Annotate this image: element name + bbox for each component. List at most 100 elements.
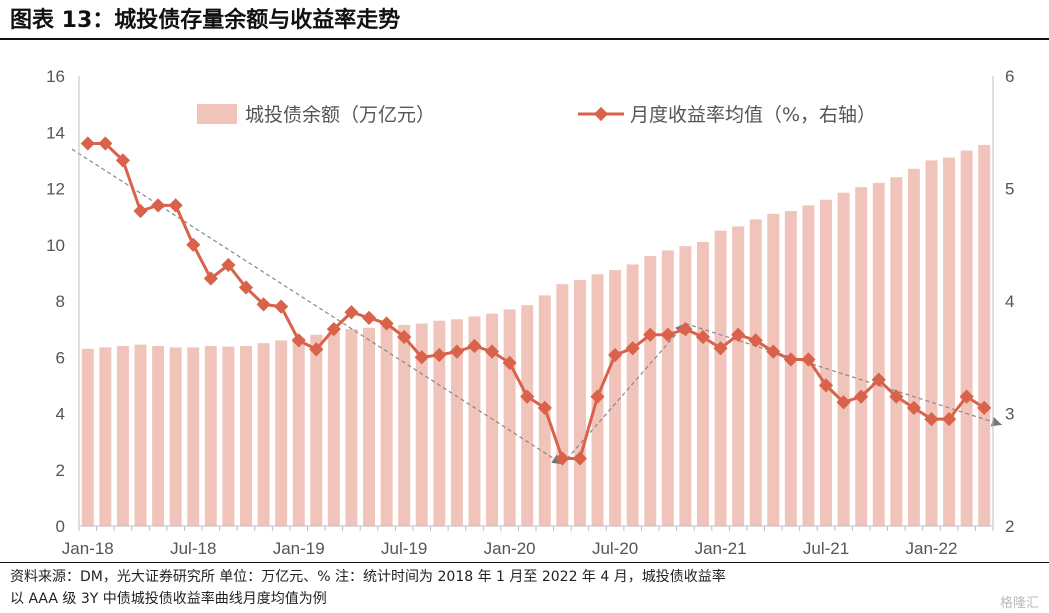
trend-line-segment <box>685 322 1002 426</box>
balance-bar <box>204 346 217 526</box>
x-tick-label: Jan-22 <box>905 539 957 558</box>
legend-bar-swatch <box>197 104 237 124</box>
yield-point <box>133 203 148 219</box>
yield-point <box>537 400 552 415</box>
balance-bar <box>609 270 622 526</box>
y-right-tick-label: 3 <box>1005 405 1014 424</box>
balance-bar <box>468 316 481 526</box>
y-left-tick-label: 0 <box>56 517 65 536</box>
balance-bar <box>240 346 252 526</box>
trend-line-segment <box>561 323 686 465</box>
yield-point <box>801 352 816 367</box>
yield-point <box>555 451 570 466</box>
yield-point <box>344 305 359 320</box>
balance-bar <box>345 329 358 526</box>
balance-bar <box>257 343 270 526</box>
y-left-tick-label: 6 <box>56 348 65 367</box>
y-right-tick-label: 5 <box>1005 180 1014 199</box>
yield-point <box>379 316 394 331</box>
balance-bar <box>310 334 323 526</box>
balance-bar <box>292 337 305 526</box>
balance-bar <box>116 346 129 526</box>
x-tick-label: Jul-19 <box>381 539 427 558</box>
balance-bar <box>855 187 868 526</box>
balance-bar <box>573 279 586 526</box>
yield-point <box>854 389 869 404</box>
yield-point <box>238 280 254 295</box>
balance-bar <box>644 256 657 526</box>
balance-bar <box>960 150 973 526</box>
yield-point <box>449 344 464 359</box>
balance-bar <box>503 309 516 526</box>
yield-point <box>941 412 957 427</box>
yield-point <box>660 327 675 342</box>
yield-point <box>889 389 904 404</box>
balance-bar <box>837 192 850 526</box>
balance-bar <box>275 340 288 526</box>
yield-point <box>748 333 763 348</box>
figure-title: 图表 13：城投债存量余额与收益率走势 <box>10 8 401 33</box>
balance-bar <box>767 213 780 526</box>
balance-bar <box>222 346 235 526</box>
trend-arrowhead <box>990 416 1002 427</box>
balance-bar <box>697 241 709 526</box>
yield-point <box>397 329 412 345</box>
yield-point <box>274 299 289 314</box>
y-left-tick-label: 2 <box>56 461 65 480</box>
balance-bar <box>486 313 499 526</box>
balance-bar <box>978 144 991 526</box>
yield-point <box>695 329 711 345</box>
yield-point <box>871 372 886 387</box>
balance-bar <box>749 219 762 526</box>
yield-point <box>906 400 921 415</box>
title-rule <box>0 38 1049 40</box>
yield-point <box>414 350 429 365</box>
trend-line-segment <box>71 148 563 465</box>
balance-bar <box>820 199 832 526</box>
yield-line <box>87 142 986 460</box>
yield-point <box>80 136 95 151</box>
chart: 0 2 4 6 8 10 12 14 16 2 3 4 5 6 Jan-18 Jul-18 Jan-19 Jul-… <box>46 67 1014 558</box>
balance-bar <box>890 177 903 526</box>
balance-bar <box>398 324 411 526</box>
x-tick-label: Jan-19 <box>273 539 325 558</box>
watermark-logo: 格隆汇 <box>999 596 1039 611</box>
footer-rule <box>0 562 1049 563</box>
yield-point <box>151 198 166 213</box>
yield-point <box>713 341 728 356</box>
balance-bar <box>81 348 94 526</box>
yield-point <box>326 322 341 337</box>
yield-point <box>467 338 482 354</box>
balance-bar <box>679 246 692 526</box>
yield-point <box>977 400 992 415</box>
yield-point <box>484 344 500 359</box>
yield-point <box>731 327 746 342</box>
y-left-tick-label: 14 <box>46 123 65 142</box>
x-tick-label: Jan-18 <box>62 539 114 558</box>
yield-point <box>625 341 640 356</box>
balance-bar <box>187 347 200 526</box>
y-left-tick-label: 16 <box>46 67 65 86</box>
balance-bar <box>152 346 165 526</box>
x-tick-label: Jan-21 <box>695 539 747 558</box>
yield-point <box>590 389 605 404</box>
yield-point <box>221 257 236 273</box>
x-tick-label: Jul-21 <box>803 539 849 558</box>
yield-point <box>643 327 658 342</box>
yield-point <box>256 297 271 312</box>
balance-bar <box>134 344 147 526</box>
yield-point <box>502 355 517 370</box>
balance-bar <box>943 157 956 526</box>
balance-bar <box>784 211 797 526</box>
y-left-tick-label: 12 <box>46 180 65 199</box>
x-tick-label: Jan-20 <box>484 539 536 558</box>
yield-point <box>608 347 623 363</box>
balance-bar <box>732 226 745 526</box>
balance-bar <box>380 326 393 526</box>
yield-point <box>959 389 974 404</box>
yield-point <box>572 451 588 466</box>
balance-bar <box>433 320 446 526</box>
yield-point <box>818 378 834 393</box>
x-tick-label: Jul-20 <box>592 539 638 558</box>
yield-point <box>678 322 693 337</box>
